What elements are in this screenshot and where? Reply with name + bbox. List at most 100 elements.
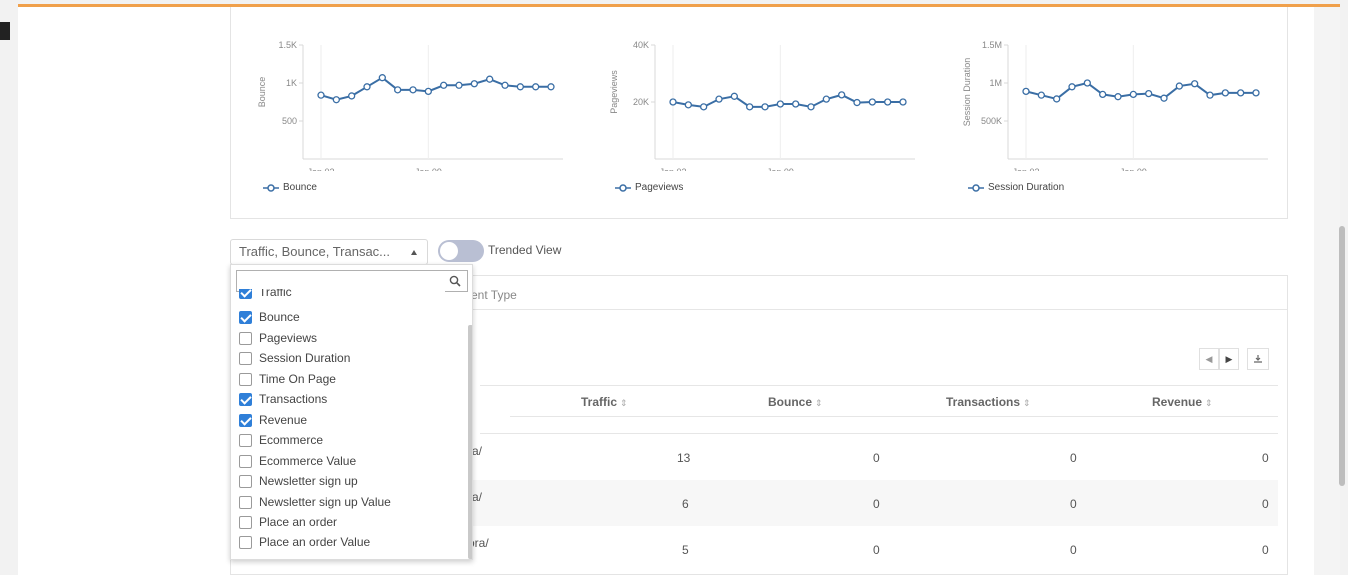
data-point [1114, 93, 1122, 101]
dropdown-option[interactable]: Revenue [239, 411, 307, 429]
right-gutter [1314, 7, 1340, 575]
data-point [501, 81, 509, 89]
y-axis-label: Bounce [257, 77, 267, 108]
dropdown-option[interactable]: Pageviews [239, 329, 317, 347]
data-point [1145, 89, 1153, 98]
dropdown-option[interactable]: Newsletter sign up Value [239, 493, 391, 511]
charts-card: 1.5K 1K 500 Jan 02 Jan 09 Bounce 40K 20K Jan 02… [230, 7, 1288, 219]
row-label: a/ [472, 444, 483, 458]
dropdown-scrollbar[interactable] [468, 325, 472, 559]
checkbox-icon[interactable] [239, 474, 252, 488]
checkbox-icon[interactable] [239, 372, 252, 386]
legend-bounce[interactable]: Bounce [263, 182, 317, 193]
dropdown-option-label: Ecommerce Value [259, 454, 357, 468]
caret-up-icon [411, 250, 417, 255]
y-tick-label: 1K [286, 78, 297, 88]
data-point [1252, 89, 1260, 97]
checkbox-icon[interactable] [239, 331, 252, 345]
dropdown-option-label: Transactions [259, 392, 328, 406]
data-point [684, 101, 692, 109]
checkbox-checked-icon[interactable] [239, 392, 252, 406]
dropdown-option[interactable]: Bounce [239, 308, 300, 326]
x-tick-label: Jan 02 [659, 167, 686, 171]
data-point [1175, 82, 1183, 90]
cell-transactions: 0 [1070, 451, 1077, 465]
tab-content-type[interactable]: ent Type [471, 288, 517, 302]
prev-page-button[interactable]: ◀ [1199, 348, 1219, 370]
dropdown-option[interactable]: Ecommerce Value [239, 452, 356, 470]
checkbox-checked-icon[interactable] [239, 289, 252, 299]
checkbox-icon[interactable] [239, 515, 252, 529]
table-header-top-line [480, 385, 1278, 386]
data-point [669, 98, 677, 106]
legend-label: Bounce [283, 182, 317, 193]
left-edge-marker [0, 22, 10, 40]
download-button[interactable] [1247, 348, 1269, 370]
search-icon [449, 275, 461, 287]
data-point [1206, 91, 1214, 99]
data-point [1083, 79, 1091, 87]
trended-view-toggle[interactable] [438, 240, 484, 262]
dropdown-option[interactable]: Time On Page [239, 370, 336, 388]
top-accent-bar [18, 4, 1340, 7]
header-revenue[interactable]: Revenue ⇕ [1152, 395, 1213, 409]
checkbox-icon[interactable] [239, 351, 252, 365]
legend-marker-icon [615, 183, 631, 192]
checkbox-checked-icon[interactable] [239, 310, 252, 324]
y-axis-label: Pageviews [609, 70, 619, 114]
y-axis-label: Session Duration [962, 58, 972, 127]
dropdown-option[interactable]: Place an order [239, 513, 337, 531]
data-point [348, 92, 356, 100]
metric-select[interactable]: Traffic, Bounce, Transac... [230, 239, 428, 265]
dropdown-option-label: Place an order Value [259, 535, 371, 549]
data-point [547, 83, 555, 91]
data-point [440, 81, 448, 89]
series-line [1025, 81, 1256, 101]
download-icon [1254, 355, 1262, 363]
data-point [899, 98, 907, 106]
series-line [320, 76, 551, 101]
data-point [868, 98, 876, 106]
cell-traffic: 5 [682, 543, 689, 557]
cell-bounce: 0 [873, 451, 880, 465]
legend-pageviews[interactable]: Pageviews [615, 182, 683, 193]
dropdown-option-label: Time On Page [259, 372, 336, 386]
dropdown-option[interactable]: Place an order Value [239, 533, 370, 551]
dropdown-option-label: Revenue [259, 413, 308, 427]
cell-revenue: 0 [1262, 543, 1269, 557]
header-bounce[interactable]: Bounce ⇕ [768, 395, 823, 409]
page-scrollbar[interactable] [1339, 226, 1345, 486]
metric-select-value: Traffic, Bounce, Transac... [239, 244, 391, 259]
dropdown-option[interactable]: Traffic [239, 289, 292, 299]
sort-icon: ⇕ [1205, 398, 1213, 408]
data-point [1068, 83, 1076, 91]
next-page-button[interactable]: ▶ [1219, 348, 1239, 370]
chart-pageviews: 40K 20K Jan 02 Jan 09 Pageviews [609, 40, 915, 171]
dropdown-option[interactable]: Session Duration [239, 349, 350, 367]
dropdown-search[interactable] [236, 270, 468, 292]
checkbox-checked-icon[interactable] [239, 413, 252, 427]
checkbox-icon[interactable] [239, 454, 252, 468]
dropdown-option[interactable]: Transactions [239, 390, 327, 408]
dropdown-option[interactable]: Ecommerce [239, 431, 323, 449]
legend-label: Session Duration [988, 182, 1065, 193]
header-traffic[interactable]: Traffic ⇕ [581, 395, 628, 409]
cell-transactions: 0 [1070, 543, 1077, 557]
dropdown-option-label: Place an order [259, 515, 338, 529]
data-point [700, 103, 708, 111]
legend-marker-icon [263, 183, 279, 192]
dropdown-option[interactable]: Newsletter sign up [239, 472, 358, 490]
checkbox-icon[interactable] [239, 433, 252, 447]
data-point [776, 100, 784, 108]
header-transactions[interactable]: Transactions ⇕ [946, 395, 1031, 409]
dropdown-search-input[interactable] [241, 272, 445, 292]
table-row[interactable] [465, 480, 1278, 526]
data-point [1129, 90, 1137, 99]
row-label: a/ [472, 490, 483, 504]
y-tick-label: 1.5K [278, 40, 297, 50]
cell-traffic: 6 [682, 497, 689, 511]
legend-session-duration[interactable]: Session Duration [968, 182, 1064, 193]
x-tick-label: Jan 09 [767, 167, 794, 171]
checkbox-icon[interactable] [239, 495, 252, 509]
checkbox-icon[interactable] [239, 535, 252, 549]
